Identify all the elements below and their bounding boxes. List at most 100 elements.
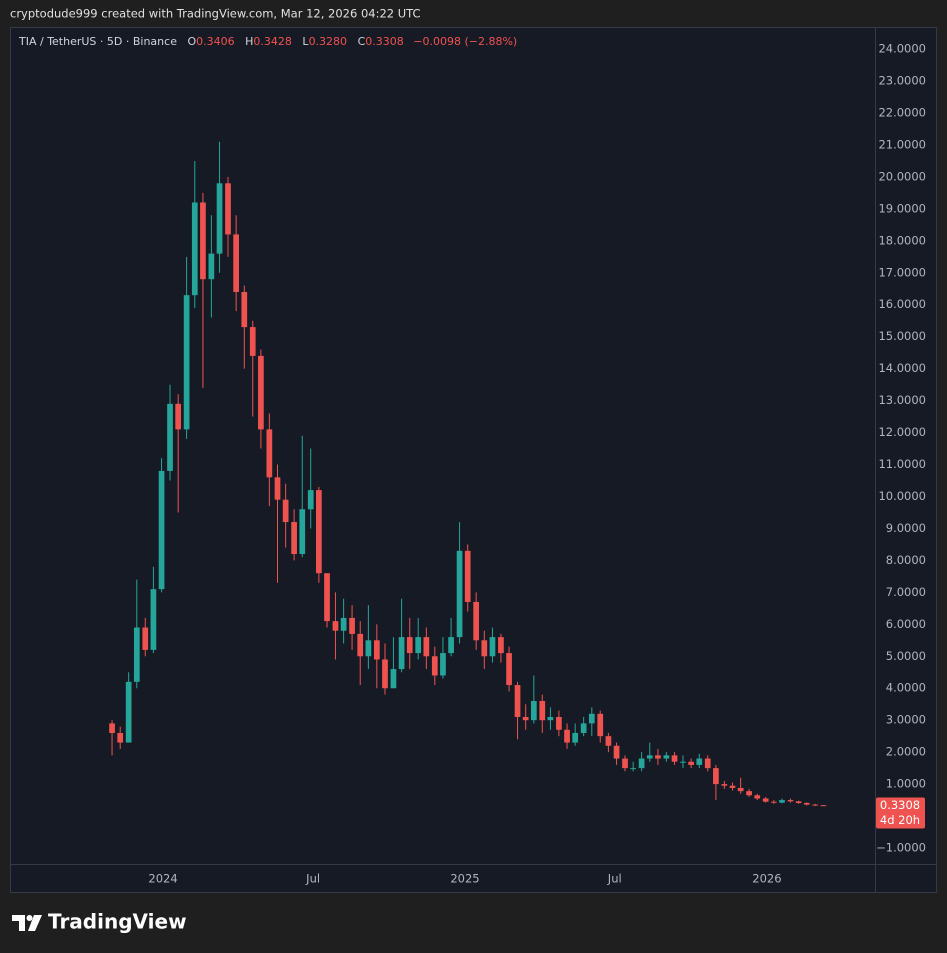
candle-body: [307, 490, 314, 510]
candle-body: [787, 800, 794, 802]
y-tick-label: 5.0000: [886, 649, 926, 663]
candle-body: [158, 470, 165, 590]
candle-body: [133, 627, 140, 682]
candle-body: [316, 490, 322, 574]
candle-body: [398, 637, 405, 670]
y-tick-label: 2.0000: [886, 745, 926, 759]
x-tick-label: Jul: [607, 872, 622, 886]
candle-body: [498, 637, 504, 654]
candle-body: [266, 429, 273, 478]
candle-body: [456, 550, 463, 638]
candle-body: [547, 716, 554, 721]
candle-body: [530, 701, 537, 721]
candle-body: [406, 637, 413, 654]
ohlc-value: 0.3280: [308, 35, 348, 48]
x-tick-label: 2024: [148, 872, 177, 886]
candle-body: [390, 669, 397, 689]
candle-body: [630, 768, 637, 770]
candle-body: [481, 640, 488, 657]
legend: TIA / TetherUS · 5D · Binance O0.3406 H0…: [19, 35, 517, 48]
ohlc-label: C: [357, 35, 366, 48]
y-tick-label: 6.0000: [886, 617, 926, 631]
candle-body: [713, 768, 719, 785]
candle-body: [208, 253, 215, 280]
candle-body: [613, 745, 620, 759]
y-tick-label: 8.0000: [886, 553, 926, 567]
candle-body: [655, 755, 661, 759]
candle-body: [489, 637, 496, 657]
candle-body: [216, 183, 223, 254]
change: −0.0098 (−2.88%): [413, 35, 518, 48]
top-note: cryptodude999 created with TradingView.c…: [10, 7, 421, 21]
candle-body: [704, 758, 711, 769]
candle-body: [274, 477, 281, 500]
candle-body: [688, 761, 694, 765]
y-tick-label: 24.0000: [878, 42, 926, 56]
candle-body: [175, 403, 182, 430]
logo-icon: [26, 915, 33, 921]
candle-body: [646, 755, 653, 759]
y-tick-label: 17.0000: [878, 265, 926, 279]
candle-body: [779, 800, 785, 803]
x-tick-label: 2025: [450, 872, 479, 886]
brand-logo: TradingView: [12, 910, 187, 934]
candle-body: [382, 659, 388, 689]
candle-body: [258, 355, 264, 430]
ohlc-label: H: [245, 35, 254, 48]
candle-body: [746, 791, 752, 796]
candle-body: [514, 685, 521, 717]
candle-body: [680, 761, 686, 763]
candle-body: [340, 617, 347, 631]
candle-body: [572, 732, 579, 743]
candle-body: [506, 653, 512, 686]
brand-name: TradingView: [48, 910, 187, 934]
candles: [109, 141, 827, 807]
y-tick-label: 23.0000: [878, 74, 926, 88]
candle-body: [803, 802, 810, 805]
ohlc-value: 0.3308: [365, 35, 404, 48]
y-tick-label: 16.0000: [878, 297, 926, 311]
candle-body: [638, 758, 645, 769]
candle-body: [771, 801, 777, 803]
candle-body: [225, 183, 231, 235]
candle-body: [605, 736, 612, 746]
candle-body: [349, 617, 355, 634]
candle-body: [556, 716, 562, 730]
y-tick-label: 3.0000: [886, 713, 926, 727]
ohlc-label: L: [302, 35, 309, 48]
candle-body: [241, 291, 248, 328]
candle-body: [415, 637, 422, 654]
candle-body: [580, 723, 587, 733]
candle-body: [663, 755, 670, 759]
candle-body: [183, 295, 190, 430]
candle-body: [754, 795, 761, 799]
candle-body: [522, 716, 529, 721]
candle-body: [588, 713, 595, 724]
ohlc-value: 0.3428: [253, 35, 292, 48]
y-tick-label: 15.0000: [878, 329, 926, 343]
candle-body: [117, 732, 124, 743]
candle-body: [564, 729, 570, 743]
y-tick-label: 18.0000: [878, 233, 926, 247]
symbol: TIA / TetherUS · 5D · Binance: [19, 35, 177, 48]
y-tick-label: 7.0000: [886, 585, 926, 599]
candle-body: [109, 723, 115, 733]
candle-body: [125, 681, 132, 743]
candle-body: [671, 755, 678, 762]
candle-body: [721, 784, 728, 786]
candle-body: [150, 589, 157, 650]
candle-body: [200, 202, 206, 280]
logo-icon: [12, 915, 25, 931]
y-tick-label: 14.0000: [878, 361, 926, 375]
y-tick-label: 13.0000: [878, 393, 926, 407]
candle-body: [423, 637, 430, 657]
candle-body: [249, 327, 256, 356]
candle-body: [729, 785, 736, 788]
candle-body: [431, 656, 438, 676]
y-tick-label: 19.0000: [878, 201, 926, 215]
y-tick-label: 11.0000: [878, 457, 926, 471]
candle-body: [448, 637, 454, 654]
y-tick-label: 10.0000: [878, 489, 926, 503]
x-tick-label: Jul: [305, 872, 320, 886]
